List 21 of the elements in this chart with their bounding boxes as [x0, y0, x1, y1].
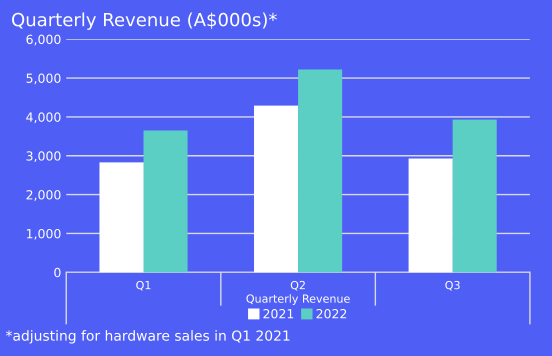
y-tick-label: 3,000: [26, 151, 61, 162]
text: *adjusting for hardware sales in Q1 2021: [6, 330, 290, 344]
y-tick-label: 4,000: [26, 112, 61, 124]
legend-label: 2021: [263, 309, 294, 318]
x-tick-label: Q1: [136, 280, 150, 291]
y-tick-label: 0: [54, 268, 61, 278]
bar: [99, 162, 144, 272]
bar: [298, 69, 342, 272]
x-tick-label: Q2: [290, 280, 305, 291]
bar: [144, 130, 188, 272]
y-tick-label: 6,000: [26, 34, 61, 46]
x-axis-title: Quarterly Revenue: [246, 294, 350, 305]
bar: [408, 158, 453, 272]
y-tick-label: 1,000: [26, 228, 61, 240]
legend-label: 2022: [316, 309, 346, 318]
y-tick-label: 2,000: [26, 190, 61, 201]
bar: [452, 120, 497, 272]
bar: [254, 106, 298, 272]
x-tick-label: Q3: [445, 280, 460, 291]
chart-title: Quarterly Revenue (A$000s)*: [12, 12, 277, 30]
y-tick-label: 5,000: [26, 73, 61, 84]
